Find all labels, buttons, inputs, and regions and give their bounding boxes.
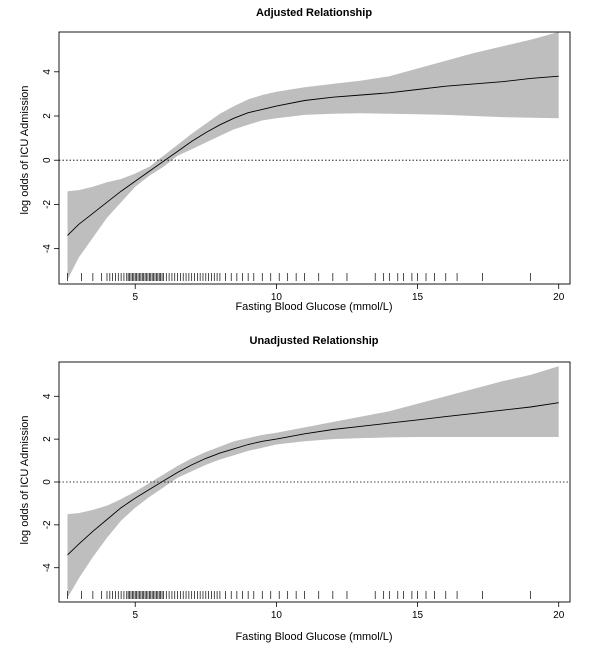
y-tick-label: -2 xyxy=(42,200,53,209)
x-tick-label: 10 xyxy=(271,292,283,303)
y-tick-label: -4 xyxy=(42,244,53,253)
x-axis-label: Fasting Blood Glucose (mmol/L) xyxy=(235,301,392,313)
y-tick-label: 0 xyxy=(42,157,53,163)
y-tick-label: -2 xyxy=(42,520,53,529)
y-tick-label: 2 xyxy=(42,113,53,119)
y-tick-label: 4 xyxy=(42,69,53,75)
plot-frame xyxy=(58,31,571,285)
fitted-line xyxy=(67,402,559,556)
chart-title: Unadjusted Relationship xyxy=(250,335,379,347)
x-tick-label: 10 xyxy=(271,610,283,621)
x-tick-label: 20 xyxy=(553,610,565,621)
x-axis-label: Fasting Blood Glucose (mmol/L) xyxy=(235,631,392,643)
x-tick-label: 20 xyxy=(553,292,565,303)
y-tick-label: -4 xyxy=(42,563,53,572)
y-axis-label: log odds of ICU Admission xyxy=(19,85,31,214)
confidence-band xyxy=(67,366,559,598)
x-tick-label: 15 xyxy=(412,292,424,303)
y-axis-label: log odds of ICU Admission xyxy=(19,415,31,544)
y-tick-label: 4 xyxy=(42,393,53,399)
y-tick-label: 0 xyxy=(42,479,53,485)
unadjusted-panel: Unadjusted Relationship Fasting Blood Gl… xyxy=(19,335,571,643)
confidence-band xyxy=(67,32,559,280)
fitted-line xyxy=(67,75,559,236)
x-tick-label: 5 xyxy=(132,292,138,303)
x-tick-label: 5 xyxy=(132,610,138,621)
chart-title: Adjusted Relationship xyxy=(256,7,372,19)
y-tick-label: 2 xyxy=(42,436,53,442)
x-tick-label: 15 xyxy=(412,610,424,621)
adjusted-panel: Adjusted Relationship Fasting Blood Gluc… xyxy=(19,7,571,313)
